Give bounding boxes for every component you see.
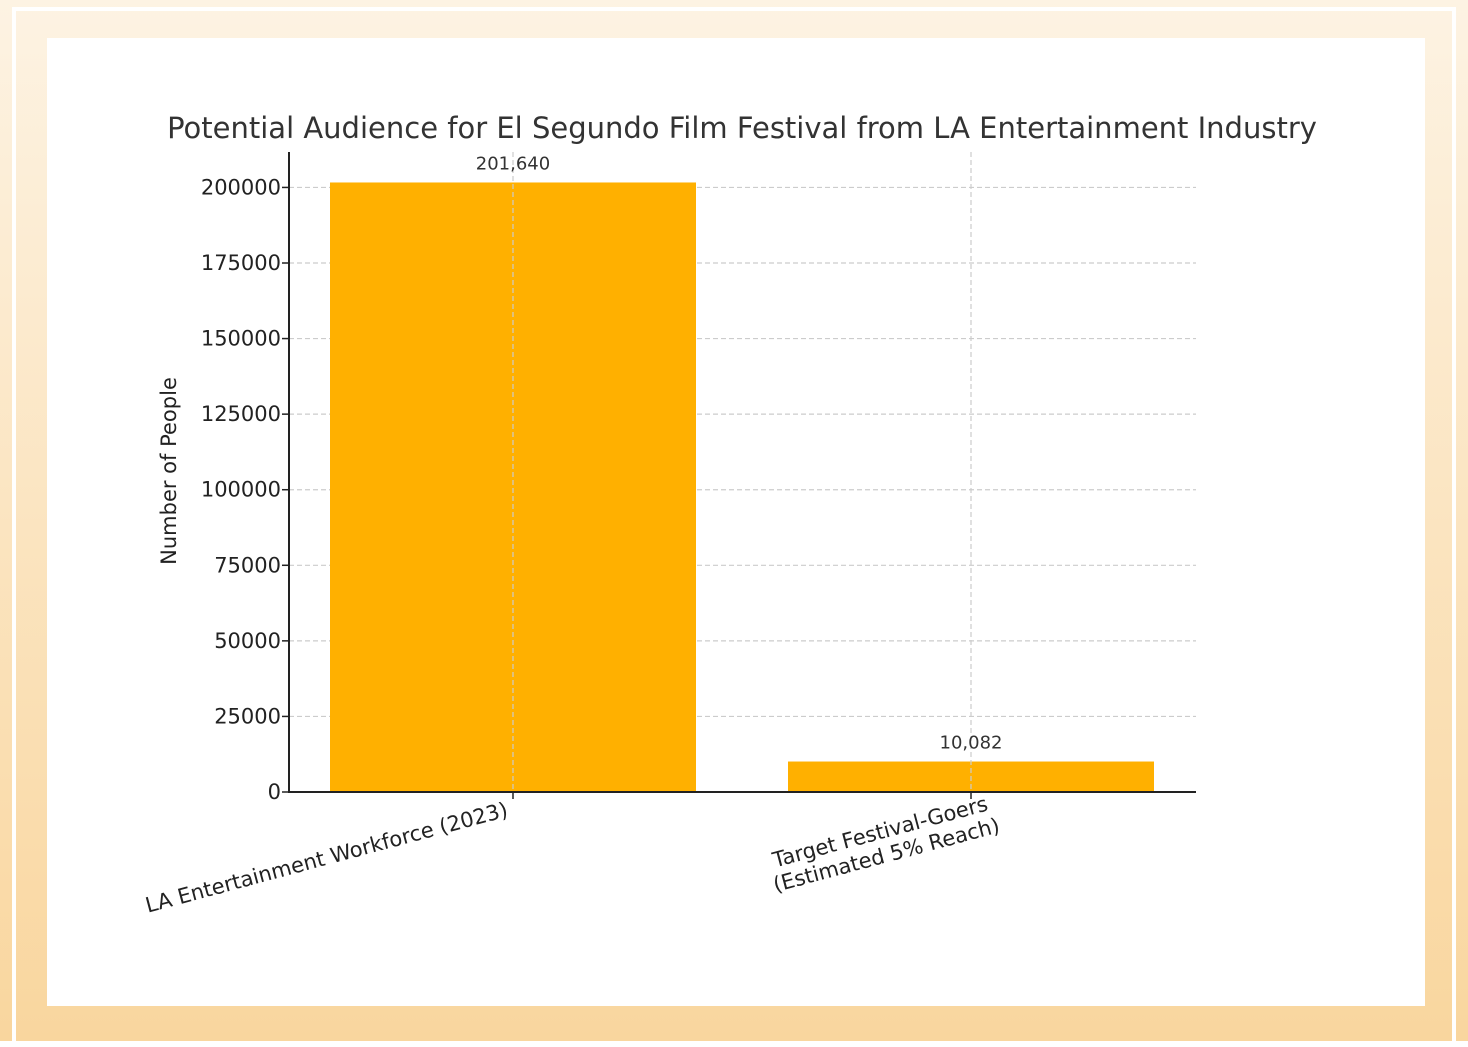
y-tick-label: 125000 bbox=[201, 402, 281, 426]
y-tick-label: 25000 bbox=[214, 704, 281, 728]
x-tick-label-group: LA Entertainment Workforce (2023) bbox=[143, 798, 510, 918]
axes bbox=[282, 152, 1196, 799]
y-tick-label: 150000 bbox=[201, 327, 281, 351]
y-tick-label: 0 bbox=[268, 780, 281, 804]
y-axis-label: Number of People bbox=[157, 377, 181, 565]
x-tick-label: LA Entertainment Workforce (2023) bbox=[143, 798, 510, 918]
vertical-gridlines bbox=[512, 152, 972, 792]
y-tick-label: 75000 bbox=[214, 553, 281, 577]
y-tick-label: 175000 bbox=[201, 251, 281, 275]
y-tick-label: 100000 bbox=[201, 478, 281, 502]
chart-panel bbox=[47, 38, 1425, 1006]
bars bbox=[330, 182, 1154, 792]
bar-value-label: 201,640 bbox=[476, 153, 550, 174]
y-tick-label: 200000 bbox=[201, 175, 281, 199]
gridlines bbox=[289, 186, 1196, 718]
bar-value-label: 10,082 bbox=[940, 733, 1003, 754]
chart-title: Potential Audience for El Segundo Film F… bbox=[167, 111, 1317, 145]
y-tick-label: 50000 bbox=[214, 629, 281, 653]
x-tick-label-group: Target Festival-Goers(Estimated 5% Reach… bbox=[769, 792, 1002, 897]
